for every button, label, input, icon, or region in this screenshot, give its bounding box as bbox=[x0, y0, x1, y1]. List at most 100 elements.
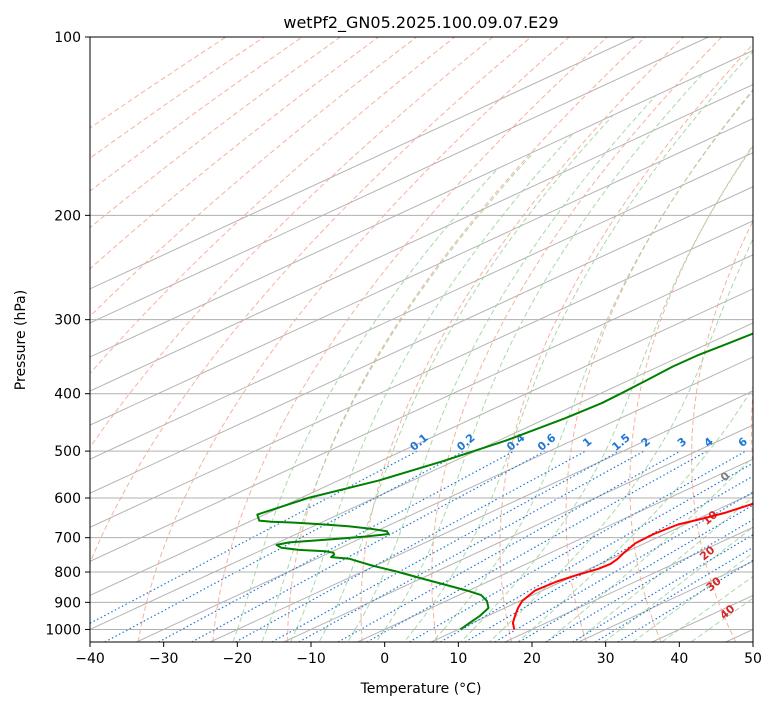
chart-title: wetPf2_GN05.2025.100.09.07.E29 bbox=[283, 13, 558, 33]
isotherm-line bbox=[90, 37, 709, 324]
y-axis-ticks: 100 200 300 400 500 600 700 800 900 1000 bbox=[45, 30, 90, 638]
x-tick-label: −10 bbox=[296, 651, 326, 667]
moist-adiabat-line bbox=[413, 51, 753, 630]
moist-adiabat-line bbox=[488, 629, 503, 642]
moist-adiabat-line bbox=[460, 629, 474, 642]
dry-adiabat-line bbox=[212, 37, 608, 642]
dry-adiabat-line bbox=[431, 37, 722, 642]
dry-adiabat-line bbox=[90, 37, 456, 375]
moist-adiabat-line bbox=[295, 134, 573, 630]
moist-adiabat-line bbox=[502, 237, 753, 630]
isotherm-line bbox=[90, 186, 753, 494]
isotherm-line bbox=[209, 390, 753, 642]
isotherm-line bbox=[90, 288, 753, 596]
isotherm-line bbox=[90, 322, 753, 630]
moist-adiabat-line bbox=[347, 629, 356, 642]
mixing-ratio-line bbox=[545, 519, 753, 642]
moist-adiabat-line bbox=[517, 629, 533, 642]
isotherm-line bbox=[90, 254, 753, 562]
x-axis-label: Temperature (°C) bbox=[360, 681, 482, 697]
mixing-ratio-line bbox=[366, 450, 708, 642]
y-tick-label: 100 bbox=[54, 30, 81, 46]
moist-adiabat-line bbox=[632, 629, 651, 642]
x-axis-ticks: −40 −30 −20 −10 0 10 20 30 40 50 bbox=[75, 642, 762, 667]
isotherm-line bbox=[357, 458, 753, 642]
isotherm-line bbox=[90, 37, 636, 290]
mixing-ratio-line bbox=[440, 462, 753, 642]
dry-adiabat-line bbox=[629, 144, 753, 642]
isotherm-line bbox=[504, 526, 753, 642]
moist-adiabat-line bbox=[531, 386, 753, 630]
isotherm-line bbox=[136, 356, 753, 642]
x-tick-label: −40 bbox=[75, 651, 105, 667]
dry-adiabat-line bbox=[360, 37, 684, 642]
y-tick-label: 200 bbox=[54, 208, 81, 224]
moist-adiabat-line bbox=[472, 145, 753, 630]
moist-adiabat-line bbox=[690, 629, 710, 642]
moist-adiabat-lines bbox=[232, 51, 753, 642]
moist-adiabat-line bbox=[603, 629, 621, 642]
isotherm-line bbox=[430, 492, 753, 642]
y-tick-label: 900 bbox=[54, 595, 81, 611]
x-tick-label: 30 bbox=[597, 651, 615, 667]
dry-adiabat-line bbox=[691, 219, 753, 642]
mixing-ratio-line bbox=[337, 450, 681, 642]
dry-adiabat-line bbox=[565, 88, 753, 642]
isotherm-line bbox=[90, 83, 753, 392]
moist-adiabat-line bbox=[261, 629, 268, 642]
dry-adiabat-line bbox=[751, 388, 753, 470]
mixing-ratio-line bbox=[572, 534, 753, 642]
isotherm-lines bbox=[90, 37, 753, 642]
isotherm-line bbox=[90, 220, 753, 528]
x-tick-label: 0 bbox=[380, 651, 389, 667]
y-tick-label: 1000 bbox=[45, 622, 81, 638]
y-tick-label: 600 bbox=[54, 491, 81, 507]
y-axis-label: Pressure (hPa) bbox=[13, 290, 29, 390]
mixing-ratio-line bbox=[90, 450, 418, 624]
moist-adiabat-line bbox=[432, 629, 445, 642]
mixing-ratio-lines bbox=[90, 450, 753, 642]
isotherm-line bbox=[90, 49, 753, 358]
x-tick-label: 20 bbox=[523, 651, 541, 667]
moist-adiabat-line bbox=[375, 629, 386, 642]
x-tick-label: 50 bbox=[744, 651, 762, 667]
temperature-profile bbox=[511, 502, 753, 630]
mixing-ratio-line bbox=[271, 450, 620, 642]
moist-adiabat-line bbox=[546, 629, 562, 642]
moist-adiabat-line bbox=[290, 629, 297, 642]
moist-adiabat-line bbox=[590, 496, 753, 630]
isotherm-line bbox=[90, 118, 753, 426]
dewpoint-profile bbox=[256, 332, 753, 631]
plot-frame bbox=[89, 36, 754, 643]
pressure-grid bbox=[90, 37, 753, 630]
moist-adiabat-line bbox=[561, 456, 753, 630]
x-tick-label: −20 bbox=[223, 651, 253, 667]
dry-adiabat-line bbox=[90, 37, 494, 449]
dry-adiabat-line bbox=[137, 37, 570, 642]
x-tick-label: 10 bbox=[449, 651, 467, 667]
moist-adiabat-line bbox=[443, 90, 753, 630]
mixing-ratio-line bbox=[298, 450, 645, 642]
moist-adiabat-line bbox=[384, 74, 702, 630]
y-tick-label: 400 bbox=[54, 387, 81, 403]
y-tick-label: 800 bbox=[54, 565, 81, 581]
moist-adiabat-line bbox=[236, 170, 497, 630]
x-tick-label: 40 bbox=[670, 651, 688, 667]
isotherm-line bbox=[283, 424, 753, 642]
dry-adiabat-lines bbox=[90, 37, 753, 642]
dry-adiabat-line bbox=[287, 37, 646, 642]
moist-adiabat-line bbox=[232, 629, 238, 642]
profile-series bbox=[256, 332, 753, 631]
moist-adiabat-line bbox=[574, 629, 592, 642]
mixing-ratio-line bbox=[235, 450, 586, 642]
y-tick-label: 700 bbox=[54, 531, 81, 547]
moist-adiabat-line bbox=[318, 629, 327, 642]
mixing-ratio-line bbox=[617, 559, 753, 642]
moist-adiabat-line bbox=[661, 629, 680, 642]
moist-adiabat-line bbox=[354, 96, 656, 630]
isotherm-line bbox=[90, 152, 753, 460]
x-tick-label: −30 bbox=[149, 651, 179, 667]
y-tick-label: 300 bbox=[54, 313, 81, 329]
moist-adiabat-line bbox=[403, 629, 415, 642]
